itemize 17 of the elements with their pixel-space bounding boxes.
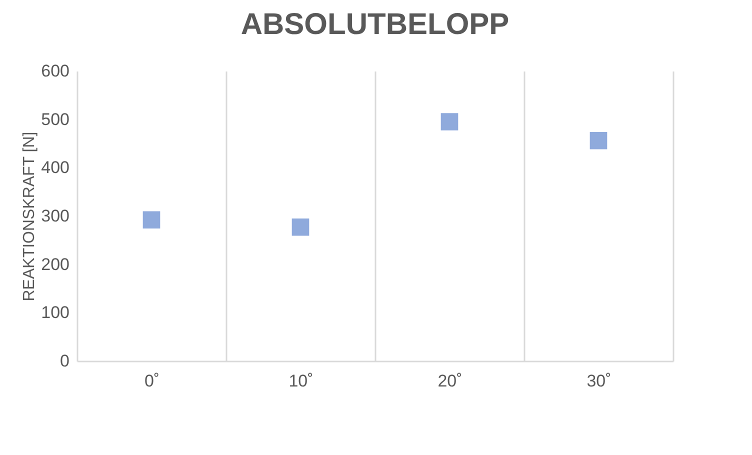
y-tick-label: 400 (41, 158, 70, 178)
x-tick-label: 20˚ (438, 372, 462, 390)
point (440, 113, 458, 130)
y-tick-label: 600 (41, 62, 70, 80)
y-axis-title: REAKTIONSKRAFT [N] (21, 132, 38, 302)
x-tick-label: 10˚ (288, 372, 314, 390)
point (590, 132, 608, 150)
chart-title: ABSOLUTBELOPP (240, 8, 510, 41)
y-tick-label: 500 (41, 110, 70, 129)
x-tick-label: 0˚ (144, 372, 160, 390)
y-tick-label: 300 (41, 206, 70, 226)
y-tick-label: 200 (41, 254, 70, 274)
y-tick-label: 0 (60, 352, 70, 370)
x-tick-label: 30˚ (586, 372, 612, 390)
point (292, 218, 310, 236)
y-tick-label: 100 (41, 303, 70, 322)
point (142, 211, 160, 229)
